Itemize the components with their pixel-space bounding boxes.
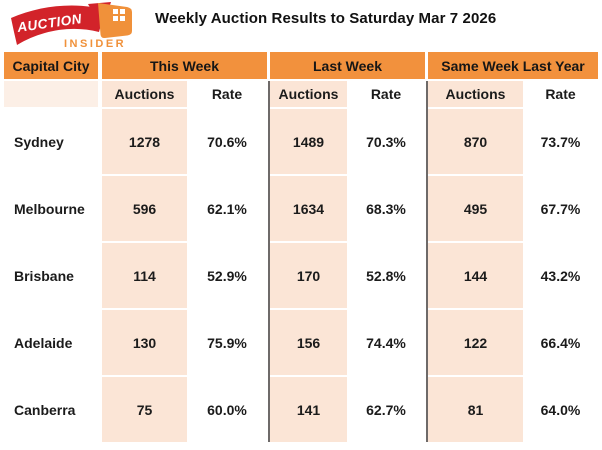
tw-rate: 60.0% [207, 401, 247, 418]
lw-auctions: 1634 [270, 176, 347, 241]
header-this-week: This Week [102, 52, 267, 79]
table-row-canberra: Canberra 75 60.0% 141 62.7% 81 64.0% [4, 377, 598, 442]
group-divider-line [426, 81, 428, 442]
tw-auctions: 1278 [102, 109, 187, 174]
city-label: Sydney [14, 133, 64, 150]
tw-auctions: 114 [102, 243, 187, 308]
subheader-sy-rate: Rate [545, 86, 576, 102]
tw-rate: 75.9% [207, 334, 247, 351]
lw-rate: 74.4% [366, 334, 406, 351]
subheader-tw-auctions: Auctions [102, 81, 187, 107]
tw-auctions: 130 [102, 310, 187, 375]
flag-banner-shape [11, 5, 105, 45]
city-label: Adelaide [14, 334, 73, 351]
tw-auctions: 75 [102, 377, 187, 442]
results-table: Capital City This Week Last Week Same We… [4, 52, 598, 442]
auction-insider-logo: AUCTION INSIDER [11, 2, 132, 49]
sy-auctions: 870 [428, 109, 523, 174]
lw-auctions: 156 [270, 310, 347, 375]
sy-rate: 67.7% [540, 200, 581, 217]
subheader-lw-auctions: Auctions [270, 81, 347, 107]
header-same-week-last-year: Same Week Last Year [428, 52, 598, 79]
group-divider-line [268, 81, 270, 442]
table-row-adelaide: Adelaide 130 75.9% 156 74.4% 122 66.4% [4, 310, 598, 375]
sy-rate: 64.0% [540, 401, 581, 418]
table-row-brisbane: Brisbane 114 52.9% 170 52.8% 144 43.2% [4, 243, 598, 308]
city-label: Brisbane [14, 267, 74, 284]
logo-insider-text: INSIDER [64, 38, 126, 49]
header-row: Capital City This Week Last Week Same We… [4, 52, 598, 79]
lw-rate: 52.8% [366, 267, 406, 284]
header-capital-city: Capital City [4, 52, 98, 79]
city-label: Canberra [14, 401, 76, 418]
lw-rate: 62.7% [366, 401, 406, 418]
subheader-spacer [4, 81, 98, 107]
subheader-lw-rate: Rate [370, 86, 402, 102]
table-row-melbourne: Melbourne 596 62.1% 1634 68.3% 495 67.7% [4, 176, 598, 241]
subheader-sy-auctions: Auctions [428, 81, 523, 107]
sy-auctions: 122 [428, 310, 523, 375]
subheader-row: Auctions Rate Auctions Rate Auctions Rat… [4, 81, 598, 107]
subheader-tw-rate: Rate [211, 86, 243, 102]
tw-rate: 62.1% [207, 200, 247, 217]
city-label: Melbourne [14, 200, 85, 217]
tw-rate: 70.6% [207, 133, 247, 150]
lw-rate: 70.3% [366, 133, 406, 150]
tw-auctions: 596 [102, 176, 187, 241]
lw-auctions: 141 [270, 377, 347, 442]
header-last-week: Last Week [270, 52, 425, 79]
sy-auctions: 81 [428, 377, 523, 442]
table-row-sydney: Sydney 1278 70.6% 1489 70.3% 870 73.7% [4, 109, 598, 174]
top-bar: AUCTION INSIDER Weekly Auction Results t… [0, 0, 602, 52]
sy-auctions: 144 [428, 243, 523, 308]
tw-rate: 52.9% [207, 267, 247, 284]
sy-rate: 73.7% [540, 133, 581, 150]
page-title: Weekly Auction Results to Saturday Mar 7… [155, 10, 497, 27]
sy-rate: 66.4% [540, 334, 581, 351]
sy-auctions: 495 [428, 176, 523, 241]
lw-auctions: 170 [270, 243, 347, 308]
lw-rate: 68.3% [366, 200, 406, 217]
lw-auctions: 1489 [270, 109, 347, 174]
window-icon [113, 9, 125, 21]
sy-rate: 43.2% [540, 267, 581, 284]
